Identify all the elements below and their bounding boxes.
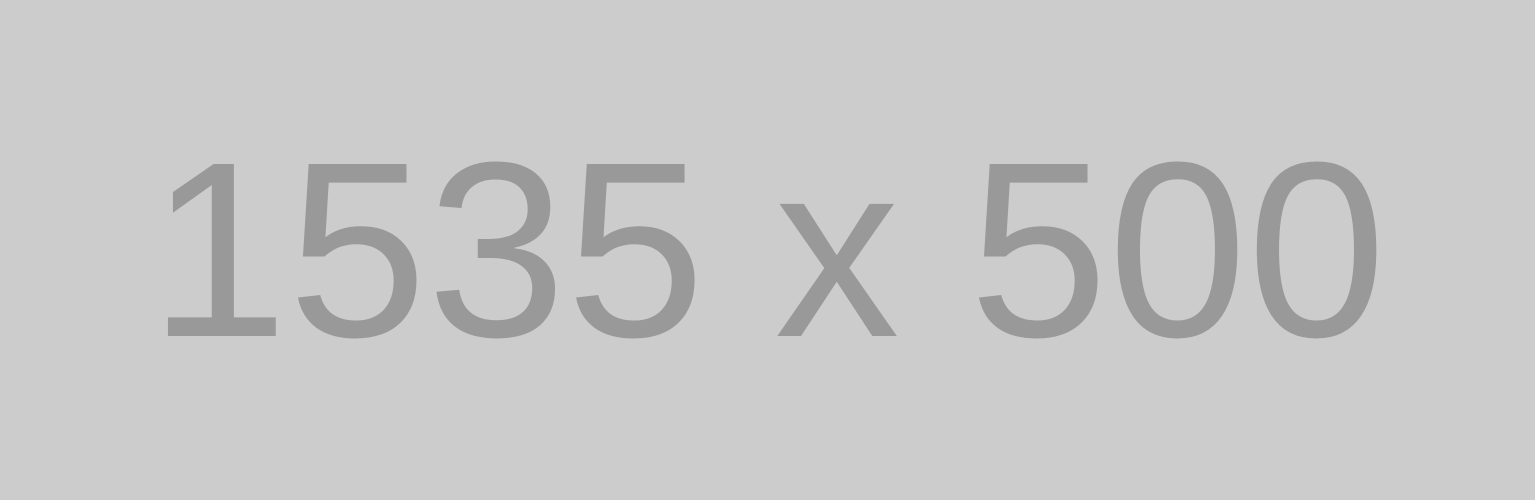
dimension-label: 1535 x 500 — [148, 110, 1387, 389]
